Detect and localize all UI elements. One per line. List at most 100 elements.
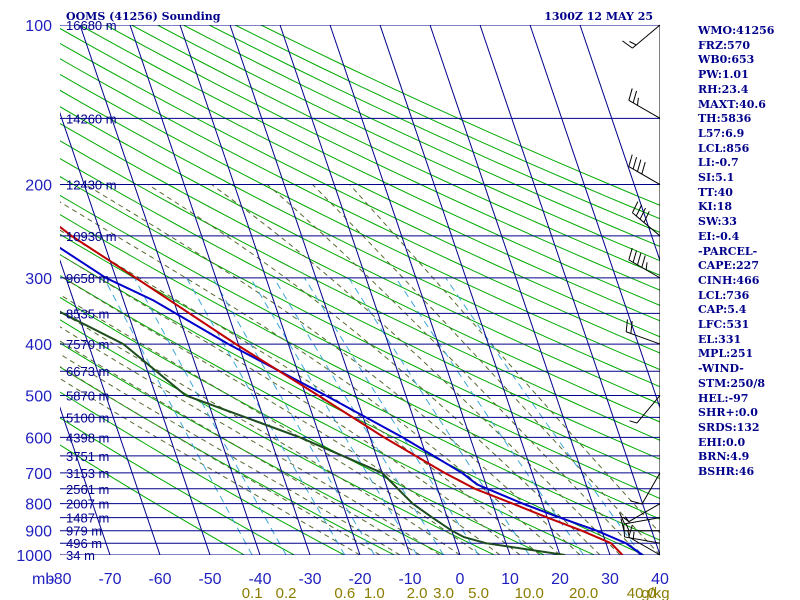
index-item: SI:5.1 (698, 171, 735, 185)
pressure-tick-label: 900 (25, 524, 52, 541)
pressure-labels: 100 200 300 400 500 600 700 800 900 1000 (16, 18, 52, 565)
index-item: BSHR:46 (698, 465, 755, 479)
index-item: CAP:5.4 (698, 303, 747, 317)
pressure-tick-label: 300 (25, 271, 52, 288)
moist-adiabat-line (60, 294, 481, 555)
pressure-tick-label: 600 (25, 430, 52, 447)
dewpoint-profile-line (60, 310, 566, 555)
wind-barb (629, 472, 661, 505)
height-label: 1487 m (66, 511, 109, 526)
height-label: 9658 m (66, 271, 109, 286)
index-item: -PARCEL- (698, 244, 758, 258)
index-item: TT:40 (698, 185, 733, 199)
mixing-ratio-tick-label: 0.6 (334, 585, 355, 600)
index-item: L57:6.9 (698, 126, 745, 140)
index-item: MPL:251 (698, 347, 754, 361)
mixing-ratio-tick-label: 40.0 (627, 585, 656, 600)
height-label: 14260 m (66, 111, 117, 126)
isotherm-line (179, 25, 361, 555)
isotherm-line (279, 25, 461, 555)
grid (60, 25, 660, 555)
isotherm-line (129, 25, 311, 555)
isotherm-line (60, 259, 161, 555)
height-label: 979 m (66, 524, 102, 539)
index-item: WMO:41256 (698, 24, 775, 37)
index-item: STM:250/8 (698, 376, 765, 390)
temperature-tick-label: -40 (248, 571, 271, 588)
temperature-tick-label: -10 (398, 571, 421, 588)
parcel-profile-line (60, 246, 644, 555)
temperature-labels: mb-80 -70 -60 -50 -40 -30 -20 -10 0 10 20 30 40 (32, 571, 669, 588)
pressure-tick-label: 200 (25, 178, 52, 195)
pressure-tick-label: 100 (25, 18, 52, 35)
index-item: SHR+:0.0 (698, 406, 758, 420)
isotherm-line (60, 111, 211, 555)
mixing-ratio-tick-label: 20.0 (569, 585, 598, 600)
wind-barb (625, 319, 661, 345)
isotherm-line (229, 25, 411, 555)
mixing-ratio-line (212, 277, 375, 555)
index-item: RH:23.4 (698, 82, 749, 96)
mixing-ratio-tick-label: 10.0 (515, 585, 544, 600)
moist-adiabat-line (60, 353, 401, 555)
isotherm-line (429, 25, 611, 555)
temperature-tick-label: -80 (48, 571, 71, 588)
index-item: BRN:4.9 (698, 450, 750, 464)
temperature-tick-label: -30 (298, 571, 321, 588)
temperature-tick-label: 40 (651, 571, 669, 588)
index-item: CINH:466 (698, 273, 760, 287)
moist-adiabat-line (147, 184, 601, 555)
mixing-ratio-tick-label: 2.0 (407, 585, 428, 600)
temperature-tick-label: 30 (601, 571, 619, 588)
wind-barb (620, 518, 660, 532)
isotherm-line (79, 25, 261, 555)
chart-title: OOMS (41256) Sounding (66, 10, 221, 23)
index-item: KI:18 (698, 200, 733, 214)
moist-adiabat-line (312, 184, 660, 555)
mixing-ratio-tick-label: 3.0 (433, 585, 454, 600)
temperature-tick-label: 20 (551, 571, 569, 588)
mixing-ratio-labels: 0.1 0.2 0.6 1.0 2.0 3.0 5.0 10.0 20.0 40.0g/kg (242, 585, 670, 600)
height-label: 7570 m (66, 337, 109, 352)
moist-adiabat-line (85, 184, 581, 555)
temperature-tick-label: -50 (198, 571, 221, 588)
wind-barb (628, 88, 661, 119)
pressure-tick-label: 700 (25, 466, 52, 483)
height-label: 6673 m (66, 364, 109, 379)
wind-barb (628, 247, 661, 279)
mixing-ratio-tick-label: 0.2 (276, 585, 297, 600)
height-label: 16680 m (66, 18, 117, 33)
pressure-tick-label: 800 (25, 497, 52, 514)
mixing-ratio-tick-label: 5.0 (468, 585, 489, 600)
isotherm-line (579, 25, 660, 263)
plot-area (60, 25, 660, 555)
mixing-ratio-line (348, 277, 530, 555)
wind-barb (629, 395, 661, 424)
height-label: 34 m (66, 548, 95, 563)
wind-barb (628, 154, 661, 185)
height-label: 496 m (66, 536, 102, 551)
index-item: LCL:736 (698, 288, 750, 302)
height-label: 2007 m (66, 497, 109, 512)
temperature-tick-label: -20 (348, 571, 371, 588)
pressure-tick-label: 500 (25, 388, 52, 405)
mixing-ratio-tick-label: g/kg (641, 585, 669, 600)
height-label: 8535 m (66, 306, 109, 321)
index-item: TH:5836 (698, 112, 752, 126)
index-item: EHI:0.0 (698, 435, 746, 449)
isotherm-line (379, 25, 561, 555)
height-label: 3153 m (66, 466, 109, 481)
mixing-ratio-tick-label: 0.1 (242, 585, 263, 600)
index-item: EL:331 (698, 332, 742, 346)
chart-datetime: 1300Z 12 MAY 25 (544, 10, 653, 23)
index-item: FRZ:570 (698, 38, 751, 52)
isotherm-line (479, 25, 660, 555)
index-item: -WIND- (698, 362, 744, 376)
height-label: 5100 m (66, 410, 109, 425)
temperature-tick-label: 10 (501, 571, 519, 588)
wind-barb (619, 512, 661, 525)
index-item: MAXT:40.6 (698, 97, 766, 111)
